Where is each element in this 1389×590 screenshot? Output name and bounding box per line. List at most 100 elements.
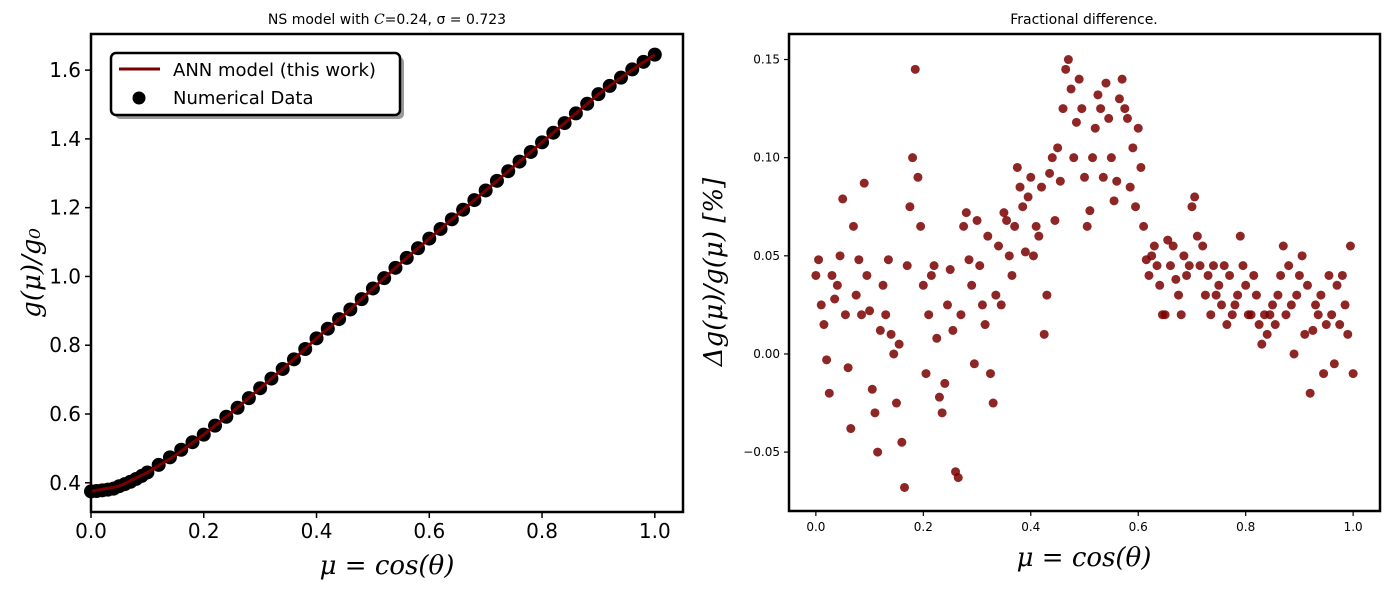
fractional-difference-point <box>1219 261 1229 271</box>
legend-marker-swatch <box>132 91 146 105</box>
right-y-axis-label: Δg(μ)/g(μ) [%] <box>699 177 729 367</box>
fractional-difference-point <box>870 408 880 418</box>
legend-entry-numerical-data: Numerical Data <box>173 88 314 109</box>
fractional-difference-point <box>1286 300 1296 310</box>
fractional-difference-point <box>977 300 987 310</box>
fractional-difference-point <box>1037 182 1047 192</box>
fractional-difference-point <box>1096 104 1106 114</box>
fractional-difference-point <box>1313 310 1323 320</box>
left-chart-panel: NS model with C=0.24, σ = 0.723 0.0 0.2 0.… <box>17 12 685 581</box>
fractional-difference-point <box>940 378 950 388</box>
left-y-tick-label: 1.4 <box>49 127 81 151</box>
left-x-tick-label: 0.8 <box>526 519 558 543</box>
fractional-difference-point <box>972 215 982 225</box>
fractional-difference-point <box>1227 310 1237 320</box>
fractional-difference-point <box>1101 78 1111 88</box>
fractional-difference-point <box>838 194 848 204</box>
fractional-difference-point <box>1155 280 1165 290</box>
fractional-difference-point <box>1316 290 1326 300</box>
right-chart-title: Fractional difference. <box>1010 12 1158 28</box>
right-y-tick-label: 0.10 <box>753 151 780 165</box>
fractional-difference-point <box>916 221 926 231</box>
fractional-difference-point <box>889 349 899 359</box>
fractional-difference-point <box>814 255 824 265</box>
left-title-c-symbol: C <box>374 12 385 28</box>
fractional-difference-point <box>1321 320 1331 330</box>
fractional-difference-point <box>1050 215 1060 225</box>
fractional-difference-point <box>1034 231 1044 241</box>
fractional-difference-point <box>1002 215 1012 225</box>
fractional-difference-point <box>1085 206 1095 216</box>
fractional-difference-point <box>875 325 885 335</box>
fractional-difference-point <box>942 300 952 310</box>
fractional-difference-point <box>1348 369 1358 379</box>
fractional-difference-point <box>846 424 856 434</box>
fractional-difference-point <box>1324 270 1334 280</box>
fractional-difference-point <box>1184 261 1194 271</box>
fractional-difference-point <box>840 310 850 320</box>
fractional-difference-point <box>1165 261 1175 271</box>
fractional-difference-point <box>900 482 910 492</box>
fractional-difference-point <box>1289 349 1299 359</box>
fractional-difference-point <box>1015 182 1025 192</box>
left-title-sigma: σ = 0.723 <box>436 12 506 28</box>
fractional-difference-point <box>1257 339 1267 349</box>
fractional-difference-point <box>1069 153 1079 163</box>
fractional-difference-point <box>1042 290 1052 300</box>
fractional-difference-point <box>1251 290 1261 300</box>
fractional-difference-point <box>1254 320 1264 330</box>
fractional-difference-point <box>980 320 990 330</box>
left-legend: ANN model (this work) Numerical Data <box>109 51 404 119</box>
left-y-tick-label: 1.0 <box>49 264 81 288</box>
right-y-tick-label: 0.05 <box>753 249 780 263</box>
fractional-difference-point <box>918 280 928 290</box>
fractional-difference-point <box>816 300 826 310</box>
left-y-tick-label: 1.2 <box>49 196 81 220</box>
fractional-difference-point <box>1190 192 1200 202</box>
fractional-difference-point <box>1249 270 1259 280</box>
fractional-difference-point <box>1203 270 1213 280</box>
fractional-difference-point <box>1039 329 1049 339</box>
fractional-difference-point <box>867 384 877 394</box>
left-y-tick-label: 0.4 <box>49 471 81 495</box>
fractional-difference-point <box>1265 310 1275 320</box>
fractional-difference-point <box>1010 221 1020 231</box>
fractional-difference-point <box>929 261 939 271</box>
left-y-axis-label: g(μ)/g₀ <box>17 228 47 318</box>
left-title-c-value: =0.24, <box>385 12 437 28</box>
fractional-difference-point <box>1182 270 1192 280</box>
fractional-difference-point <box>1149 241 1159 251</box>
right-x-tick-label: 0.6 <box>1129 520 1148 534</box>
fractional-difference-point <box>1071 117 1081 127</box>
fractional-difference-point <box>1147 251 1157 261</box>
fractional-difference-point <box>1061 64 1071 74</box>
fractional-difference-point <box>1125 182 1135 192</box>
right-plot-area <box>811 55 1358 492</box>
fractional-difference-point <box>1104 113 1114 123</box>
left-chart-title: NS model with C=0.24, σ = 0.723 <box>268 12 506 28</box>
fractional-difference-point <box>886 329 896 339</box>
fractional-difference-point <box>1168 241 1178 251</box>
fractional-difference-point <box>881 310 891 320</box>
fractional-difference-point <box>1120 104 1130 114</box>
fractional-difference-point <box>999 208 1009 218</box>
fractional-difference-point <box>1133 123 1143 133</box>
fractional-difference-point <box>1055 176 1065 186</box>
right-axis-ticks: 0.0 0.2 0.4 0.6 0.8 1.0 −0.05 0.00 0.05 0.10 0.15 <box>743 53 1362 534</box>
fractional-difference-point <box>848 221 858 231</box>
fractional-difference-point <box>1337 270 1347 280</box>
fractional-difference-point <box>1090 123 1100 133</box>
fractional-difference-point <box>1294 270 1304 280</box>
fractional-difference-point <box>854 255 864 265</box>
fractional-difference-point <box>996 300 1006 310</box>
fractional-difference-point <box>1066 84 1076 94</box>
fractional-difference-point <box>1343 329 1353 339</box>
fractional-difference-point <box>873 447 883 457</box>
fractional-difference-point <box>878 280 888 290</box>
left-x-tick-label: 0.0 <box>75 519 107 543</box>
right-y-tick-label: 0.15 <box>753 53 780 67</box>
fractional-difference-point <box>1262 329 1272 339</box>
fractional-difference-point <box>926 270 936 280</box>
fractional-difference-point <box>843 363 853 373</box>
